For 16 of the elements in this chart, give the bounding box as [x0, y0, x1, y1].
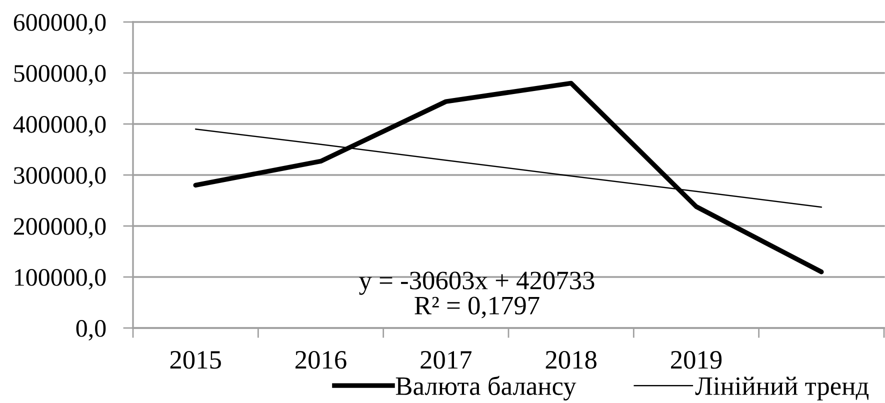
y-tick-label: 600000,0 — [14, 14, 106, 35]
y-tick-label: 400000,0 — [13, 116, 106, 137]
y-tick-label: 100000,0 — [15, 269, 106, 290]
y-tick-label: 200000,0 — [14, 218, 106, 239]
y-tick-label: 500000,0 — [14, 65, 106, 86]
x-tick-label: 2015 — [170, 350, 221, 369]
annotation: y = -30603x + 420733 — [359, 272, 594, 295]
legend-label: Лінійний тренд — [695, 376, 869, 400]
y-tick-label: 300000,0 — [14, 167, 106, 188]
x-tick-label: 2017 — [420, 350, 472, 369]
x-tick-label: 2016 — [296, 350, 346, 369]
legend-label: Валюта балансу — [396, 376, 576, 401]
y-tick-label: 0,0 — [76, 320, 106, 341]
x-tick-label: 2018 — [546, 350, 596, 369]
x-tick-label: 2019 — [671, 350, 722, 369]
annotation: R² = 0,1797 — [414, 296, 540, 318]
